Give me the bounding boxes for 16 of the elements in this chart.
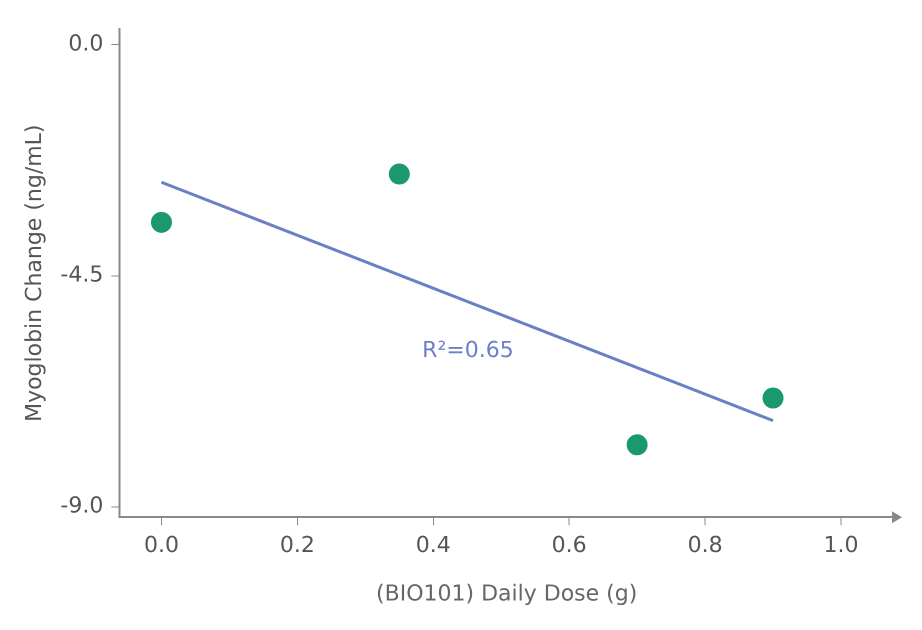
y-tick-label: 0.0 — [68, 31, 104, 56]
point — [150, 212, 172, 233]
x-tick-label: 0.0 — [144, 533, 179, 558]
y-tick-label: -9.0 — [60, 494, 104, 519]
x-tick-label: 1.0 — [823, 533, 858, 558]
x-tick-label: 0.4 — [416, 533, 451, 558]
annotation: R²=0.65 — [422, 338, 514, 363]
point — [762, 388, 784, 409]
point — [388, 164, 410, 185]
x-tick-label: 0.6 — [552, 533, 587, 558]
y-tick-label: -4.5 — [60, 262, 104, 288]
point — [626, 434, 648, 456]
y-axis-title: Myoglobin Change (ng/mL) — [22, 124, 47, 422]
x-axis-title: (BIO101) Daily Dose (g) — [376, 582, 638, 607]
x-tick-label: 0.8 — [688, 533, 723, 558]
x-tick-label: 0.2 — [280, 533, 315, 558]
